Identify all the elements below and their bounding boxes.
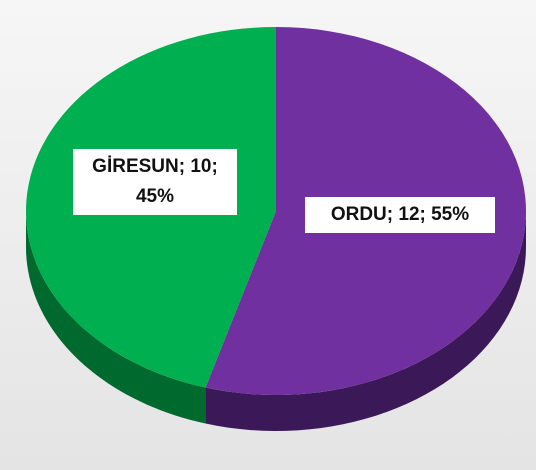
pie-side (205, 211, 526, 431)
data-label: ORDU; 12; 55% (305, 197, 495, 233)
pie-side (26, 211, 206, 424)
data-label: GİRESUN; 10; 45% (73, 149, 237, 215)
